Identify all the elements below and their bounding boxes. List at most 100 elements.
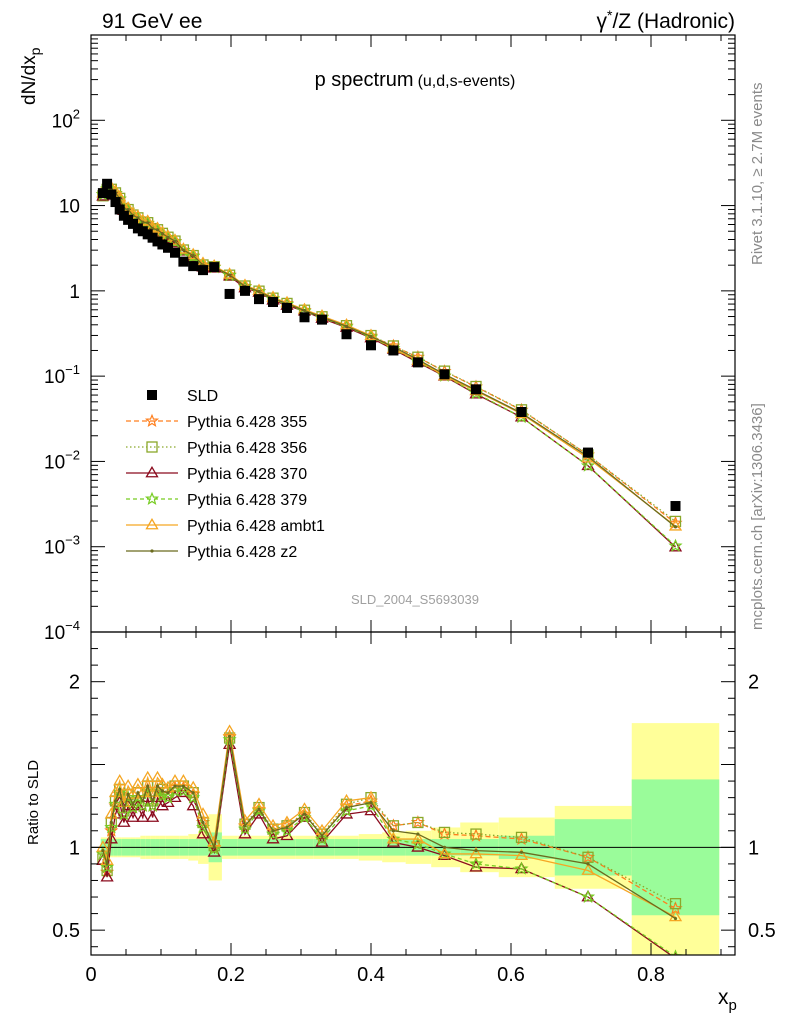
series-point-ratio-5-24: [285, 825, 289, 830]
y-tick-label-main-base-3: 10: [44, 367, 65, 388]
data-point-29: [388, 345, 399, 356]
series-point-ratio-2-9: [136, 810, 150, 822]
legend-label-4: Pythia 6.428 ambt1: [187, 518, 325, 535]
series-point-ratio-5-18: [201, 820, 205, 825]
series-point-ratio-4-34: [581, 863, 595, 875]
data-point-28: [366, 340, 376, 351]
y-tick-label-main-exp-3: −1: [65, 362, 80, 377]
series-point-main-5-15: [173, 239, 177, 243]
series-point-ratio-3-11: [145, 798, 160, 812]
series-line-ratio-4: [102, 731, 676, 918]
y-tick-label-main-base-1: 10: [59, 197, 80, 218]
y-axis-label-main-sub: p: [27, 47, 43, 55]
y-axis-label-main: dN/dxp: [19, 47, 43, 105]
data-point-24: [282, 302, 292, 313]
legend-label-5: Pythia 6.428 z2: [187, 544, 297, 561]
data-point-23: [268, 297, 278, 308]
y-tick-label-main-base-4: 10: [44, 452, 65, 473]
data-point-30: [412, 357, 423, 368]
series-point-ratio-5-9: [141, 799, 145, 803]
series-point-ratio-3-5: [116, 806, 131, 821]
series-point-ratio-5-35: [673, 916, 678, 921]
chart-title: p spectrum (u,d,s-events): [315, 69, 516, 91]
series-point-ratio-3-26: [314, 831, 330, 845]
series-point-ratio-5-7: [131, 802, 135, 806]
series-point-main-5-35: [673, 525, 678, 529]
series-point-ratio-3-2: [104, 820, 119, 834]
series-point-ratio-5-5: [122, 809, 126, 813]
series-point-ratio-3-1: [100, 859, 115, 874]
series-point-ratio-5-4: [118, 787, 122, 791]
data-point-21: [240, 285, 250, 296]
data-point-3: [110, 197, 121, 208]
series-point-ratio-0-30: [410, 815, 425, 829]
series-point-ratio-5-25: [302, 812, 307, 816]
series-point-ratio-5-21: [243, 824, 247, 828]
y-tick-label-main-base-0: 10: [52, 111, 73, 132]
y-tick-label-main-3: 10−1: [44, 362, 80, 388]
series-point-ratio-5-19: [212, 845, 216, 849]
series-point-main-5-6: [126, 207, 130, 212]
series-point-ratio-5-22: [257, 807, 261, 811]
legend-marker-5: [150, 549, 154, 553]
series-point-ratio-2-7: [126, 810, 140, 822]
series-point-ratio-3-19: [207, 841, 222, 855]
data-point-25: [299, 312, 310, 323]
series-point-main-3-35: [668, 538, 683, 552]
series-point-main-4-12: [150, 221, 165, 233]
series-point-ratio-4-33: [514, 848, 529, 861]
data-point-13: [157, 239, 168, 250]
y-tick-label-ratio-right-2: 0.5: [748, 920, 776, 942]
series-point-main-5-17: [191, 253, 195, 258]
y-tick-label-main-base-5: 10: [44, 538, 65, 559]
data-point-1: [102, 178, 113, 189]
data-point-2: [106, 189, 117, 200]
data-point-33: [516, 406, 527, 417]
rivet-label: Rivet 3.1.10, ≥ 2.7M events: [749, 83, 766, 266]
series-point-ratio-1-35: [669, 898, 682, 910]
data-point-18: [198, 265, 208, 276]
header-right-symbol: γ: [597, 10, 608, 33]
series-point-main-5-10: [146, 221, 150, 225]
series-point-ratio-5-3: [113, 799, 118, 803]
series-point-ratio-5-15: [173, 784, 177, 788]
series-point-ratio-5-13: [160, 789, 164, 793]
x-tick-label-2: 0.4: [357, 964, 385, 986]
series-point-ratio-3-20: [222, 732, 237, 746]
y-tick-label-main-1: 10: [59, 197, 80, 218]
y-tick-label-main-4: 10−2: [44, 447, 80, 473]
series-point-ratio-5-29: [391, 829, 395, 833]
series-point-ratio-5-32: [474, 849, 478, 853]
series-point-ratio-2-33: [514, 861, 529, 874]
series-point-ratio-4-6: [121, 778, 135, 791]
legend-label-3: Pythia 6.428 379: [187, 492, 307, 509]
series-point-ratio-3-0: [95, 846, 110, 860]
series-point-ratio-5-0: [101, 849, 105, 853]
series-point-main-4-16: [176, 242, 191, 254]
series-point-ratio-5-1: [105, 862, 109, 866]
legend-label-2: Pythia 6.428 370: [187, 466, 307, 483]
header-right-rest: /Z (Hadronic): [612, 10, 735, 33]
series-point-ratio-3-23: [265, 826, 281, 840]
data-point-34: [583, 447, 593, 458]
series-point-ratio-4-2: [104, 807, 118, 819]
series-point-main-2-34: [581, 458, 595, 471]
series-point-main-5-25: [302, 308, 307, 313]
series-point-ratio-3-33: [514, 861, 529, 875]
data-point-4: [114, 204, 125, 215]
x-tick-label-1: 0.2: [217, 964, 245, 986]
mcplots-label: mcplots.cern.ch [arXiv:1306.3436]: [749, 403, 766, 630]
x-tick-label-3: 0.6: [497, 964, 525, 986]
series-point-ratio-4-29: [386, 832, 401, 844]
x-axis-label: xp: [718, 986, 737, 1014]
series-line-ratio-5: [102, 736, 676, 920]
series-point-ratio-5-10: [146, 784, 150, 788]
series-point-ratio-4-4: [113, 774, 127, 786]
series-point-main-3-34: [580, 458, 596, 472]
series-point-ratio-5-16: [181, 784, 185, 788]
y-tick-label-main-base-6: 10: [44, 623, 65, 644]
series-point-ratio-0-34: [580, 849, 596, 864]
series-point-ratio-4-31: [437, 846, 452, 859]
series-point-ratio-4-30: [411, 832, 425, 844]
y-tick-label-ratio-right-0: 2: [748, 672, 759, 694]
